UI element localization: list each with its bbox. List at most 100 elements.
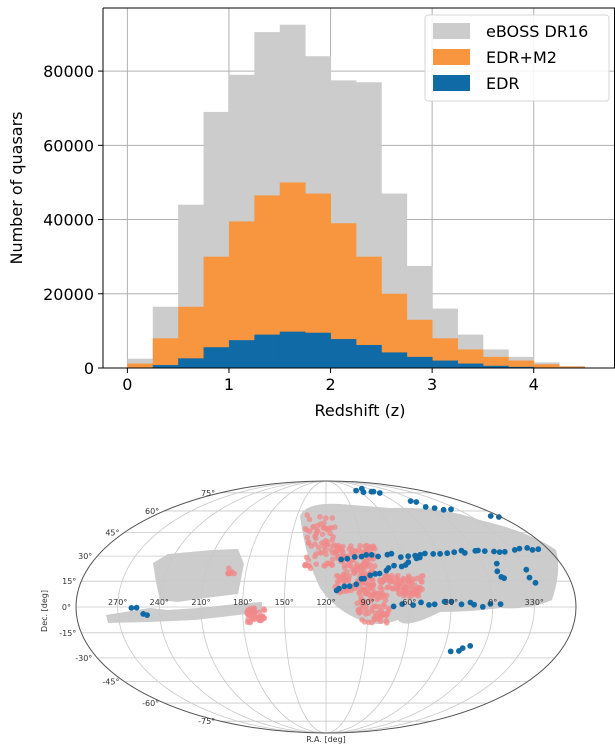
quasar-point-red bbox=[308, 543, 315, 549]
quasar-point-blue bbox=[459, 645, 466, 651]
quasar-point-blue bbox=[440, 506, 447, 513]
quasar-point-red bbox=[419, 579, 425, 585]
quasar-point-red bbox=[395, 572, 401, 579]
bar-2-6 bbox=[279, 331, 306, 368]
quasar-point-blue bbox=[471, 601, 477, 608]
quasar-point-red bbox=[322, 525, 329, 531]
quasar-point-red bbox=[329, 556, 336, 563]
y-axis-label: Number of quasars bbox=[7, 111, 26, 264]
quasar-point-blue bbox=[144, 612, 151, 618]
quasar-point-blue bbox=[430, 551, 437, 557]
quasar-point-blue bbox=[407, 498, 414, 504]
quasar-point-red bbox=[252, 609, 258, 615]
quasar-point-blue bbox=[447, 648, 454, 655]
quasar-point-red bbox=[364, 558, 371, 564]
quasar-point-blue bbox=[410, 602, 416, 608]
quasar-point-blue bbox=[529, 547, 536, 553]
quasar-point-red bbox=[408, 583, 414, 590]
quasar-point-red bbox=[378, 607, 385, 614]
quasar-point-red bbox=[365, 582, 371, 589]
quasar-point-blue bbox=[367, 572, 374, 579]
quasar-point-blue bbox=[344, 555, 351, 562]
quasar-point-blue bbox=[351, 554, 358, 560]
dec-tick-label: 15° bbox=[62, 577, 76, 586]
x-tick-label: 3 bbox=[427, 375, 437, 394]
quasar-point-blue bbox=[475, 547, 481, 554]
quasar-point-red bbox=[377, 584, 383, 591]
quasar-point-red bbox=[364, 542, 370, 549]
quasar-point-red bbox=[317, 514, 323, 520]
histogram-axes: 0 1 2 3 4 0 20000 40000 60000 80000 bbox=[43, 7, 615, 394]
x-tick-label: 0 bbox=[122, 375, 132, 394]
quasar-point-red bbox=[383, 573, 390, 579]
bar-0-0 bbox=[127, 358, 154, 368]
legend-label: EDR bbox=[486, 74, 520, 93]
quasar-point-blue bbox=[494, 568, 501, 575]
quasar-point-red bbox=[341, 565, 348, 571]
quasar-point-blue bbox=[516, 545, 523, 552]
bar-1-17 bbox=[559, 366, 585, 368]
quasar-point-red bbox=[357, 543, 363, 549]
quasar-point-blue bbox=[481, 548, 488, 554]
y-tick-label: 0 bbox=[84, 359, 94, 378]
dec-tick-label: 30° bbox=[78, 552, 92, 561]
quasar-point-red bbox=[247, 605, 254, 612]
quasar-point-red bbox=[323, 515, 329, 521]
quasar-point-blue bbox=[368, 552, 375, 558]
quasar-point-red bbox=[401, 593, 408, 599]
quasar-point-red bbox=[329, 515, 336, 521]
ra-tick-label: 330° bbox=[525, 598, 544, 607]
quasar-point-red bbox=[402, 581, 409, 588]
quasar-point-red bbox=[340, 574, 346, 580]
bar-2-4 bbox=[228, 340, 255, 368]
quasar-point-red bbox=[393, 586, 400, 592]
quasar-point-blue bbox=[413, 499, 420, 505]
quasar-point-blue bbox=[487, 513, 494, 519]
quasar-point-blue bbox=[501, 548, 508, 555]
ra-tick-label: 90° bbox=[361, 598, 375, 607]
bar-2-7 bbox=[305, 332, 331, 368]
y-tick-label: 40000 bbox=[43, 211, 94, 230]
quasar-point-red bbox=[400, 577, 407, 583]
quasar-point-red bbox=[384, 610, 391, 617]
bar-2-8 bbox=[330, 339, 357, 368]
bar-2-10 bbox=[381, 352, 408, 368]
quasar-point-red bbox=[231, 570, 237, 577]
histogram-bars bbox=[127, 24, 585, 369]
quasar-point-blue bbox=[388, 550, 395, 557]
quasar-point-red bbox=[334, 578, 341, 585]
quasar-point-blue bbox=[431, 505, 438, 511]
quasar-point-red bbox=[257, 617, 264, 624]
ra-tick-label: 270° bbox=[108, 598, 127, 607]
quasar-point-blue bbox=[532, 579, 539, 586]
quasar-point-red bbox=[375, 595, 381, 601]
ra-tick-label: 120° bbox=[316, 598, 335, 607]
bar-2-15 bbox=[508, 366, 535, 368]
quasar-point-red bbox=[382, 597, 389, 603]
legend-box bbox=[424, 14, 610, 102]
quasar-points bbox=[128, 485, 542, 655]
dec-tick-label: -75° bbox=[198, 717, 215, 726]
legend-label: eBOSS DR16 bbox=[486, 22, 588, 41]
quasar-point-red bbox=[361, 619, 368, 625]
bar-2-9 bbox=[355, 344, 382, 368]
sky-map-body: 270° 240° 210° 180° 150° 120° 90° 60° 30° 0° 330° 7… bbox=[59, 480, 577, 734]
quasar-point-blue bbox=[372, 571, 379, 577]
y-tick-label: 80000 bbox=[43, 62, 94, 81]
dec-tick-label: 0° bbox=[62, 603, 71, 612]
quasar-point-red bbox=[418, 573, 424, 580]
quasar-point-red bbox=[337, 544, 343, 551]
quasar-point-red bbox=[305, 562, 312, 569]
quasar-point-blue bbox=[497, 601, 504, 607]
quasar-point-blue bbox=[385, 565, 392, 571]
quasar-point-blue bbox=[391, 562, 397, 569]
quasar-point-red bbox=[226, 565, 232, 571]
quasar-point-blue bbox=[363, 552, 370, 558]
bar-1-15 bbox=[508, 360, 535, 368]
sky-boundary bbox=[75, 480, 577, 734]
quasar-point-red bbox=[403, 588, 409, 595]
y-tick-label: 60000 bbox=[43, 136, 94, 155]
ra-tick-label: 180° bbox=[233, 598, 252, 607]
quasar-point-red bbox=[302, 525, 309, 532]
quasar-point-blue bbox=[535, 546, 542, 553]
